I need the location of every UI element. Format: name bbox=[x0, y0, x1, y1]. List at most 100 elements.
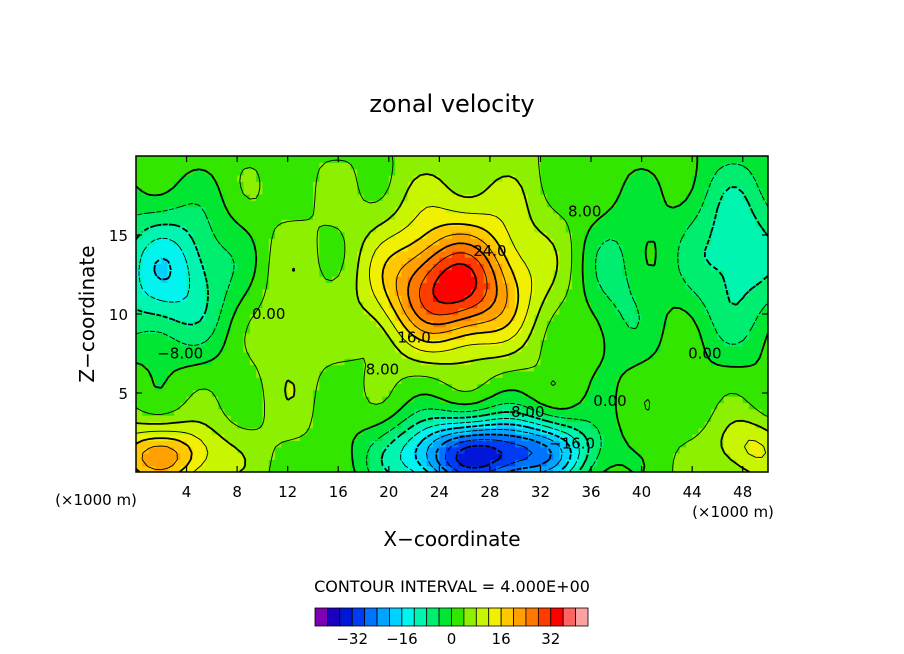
field-cell bbox=[559, 257, 567, 265]
field-cell bbox=[660, 440, 668, 448]
field-cell bbox=[154, 181, 162, 189]
field-cell bbox=[161, 206, 169, 214]
field-cell bbox=[173, 257, 181, 265]
field-cell bbox=[205, 212, 213, 220]
field-cell bbox=[312, 320, 320, 328]
field-cell bbox=[736, 465, 744, 472]
field-cell bbox=[275, 295, 282, 302]
field-cell bbox=[698, 326, 706, 334]
velocity-field bbox=[136, 156, 768, 472]
field-cell bbox=[426, 200, 434, 208]
field-cell bbox=[591, 465, 598, 472]
field-cell bbox=[300, 231, 308, 239]
field-cell bbox=[452, 440, 459, 448]
field-cell bbox=[502, 212, 510, 220]
field-cell bbox=[610, 162, 617, 170]
field-cell bbox=[647, 181, 655, 189]
field-cell bbox=[376, 383, 384, 391]
field-cell bbox=[749, 219, 756, 227]
field-cell bbox=[401, 446, 409, 454]
field-cell bbox=[167, 288, 175, 296]
field-cell bbox=[666, 200, 674, 208]
field-cell bbox=[591, 434, 598, 441]
field-cell bbox=[325, 295, 333, 302]
field-cell bbox=[508, 351, 516, 359]
field-cell bbox=[730, 396, 737, 404]
field-cell bbox=[186, 421, 194, 429]
field-cell bbox=[262, 181, 270, 189]
field-cell bbox=[591, 257, 598, 265]
field-cell bbox=[433, 358, 440, 366]
field-cell bbox=[755, 459, 763, 467]
field-cell bbox=[761, 301, 768, 309]
field-cell bbox=[180, 453, 188, 460]
field-cell bbox=[502, 364, 510, 372]
field-cell bbox=[755, 276, 763, 283]
field-cell bbox=[749, 212, 756, 220]
field-cell bbox=[679, 288, 687, 296]
field-cell bbox=[464, 396, 472, 404]
field-cell bbox=[704, 181, 712, 189]
field-cell bbox=[319, 206, 327, 214]
field-cell bbox=[205, 370, 213, 378]
field-cell bbox=[401, 370, 409, 378]
field-cell bbox=[452, 206, 459, 214]
field-cell bbox=[559, 200, 567, 208]
field-cell bbox=[218, 396, 226, 404]
field-cell bbox=[237, 370, 245, 378]
field-cell bbox=[294, 396, 301, 404]
field-cell bbox=[224, 168, 232, 176]
field-cell bbox=[294, 212, 301, 220]
field-cell bbox=[445, 421, 453, 429]
field-cell bbox=[237, 269, 245, 277]
field-cell bbox=[256, 314, 263, 321]
field-cell bbox=[483, 314, 491, 321]
field-cell bbox=[540, 370, 548, 378]
field-cell bbox=[136, 364, 143, 372]
field-cell bbox=[736, 314, 744, 321]
field-cell bbox=[685, 156, 693, 163]
field-cell bbox=[483, 440, 491, 448]
field-cell bbox=[591, 307, 598, 315]
field-cell bbox=[711, 370, 719, 378]
field-cell bbox=[395, 307, 403, 315]
field-cell bbox=[300, 162, 308, 170]
field-cell bbox=[287, 383, 295, 391]
field-cell bbox=[407, 402, 415, 410]
field-cell bbox=[628, 453, 636, 460]
field-cell bbox=[136, 421, 143, 429]
field-cell bbox=[546, 383, 554, 391]
field-cell bbox=[186, 434, 194, 441]
field-cell bbox=[654, 332, 662, 340]
field-cell bbox=[382, 370, 390, 378]
field-cell bbox=[395, 453, 403, 460]
field-cell bbox=[167, 231, 175, 239]
field-cell bbox=[641, 389, 649, 397]
field-cell bbox=[262, 200, 270, 208]
field-cell bbox=[477, 351, 485, 359]
field-cell bbox=[262, 307, 270, 315]
field-cell bbox=[673, 168, 681, 176]
field-cell bbox=[306, 434, 314, 441]
field-cell bbox=[698, 427, 706, 435]
field-cell bbox=[534, 377, 542, 385]
field-cell bbox=[357, 187, 365, 195]
field-cell bbox=[666, 383, 674, 391]
field-cell bbox=[268, 465, 276, 472]
field-cell bbox=[723, 238, 731, 246]
field-cell bbox=[477, 446, 485, 454]
field-cell bbox=[470, 396, 478, 404]
field-cell bbox=[312, 326, 320, 334]
field-cell bbox=[572, 219, 579, 227]
field-cell bbox=[489, 427, 497, 435]
field-cell bbox=[540, 162, 548, 170]
field-cell bbox=[237, 408, 245, 416]
field-cell bbox=[420, 162, 428, 170]
field-cell bbox=[161, 187, 169, 195]
field-cell bbox=[521, 301, 529, 309]
field-cell bbox=[268, 181, 276, 189]
field-cell bbox=[508, 396, 516, 404]
field-cell bbox=[483, 206, 491, 214]
field-cell bbox=[420, 212, 428, 220]
field-cell bbox=[173, 282, 181, 290]
